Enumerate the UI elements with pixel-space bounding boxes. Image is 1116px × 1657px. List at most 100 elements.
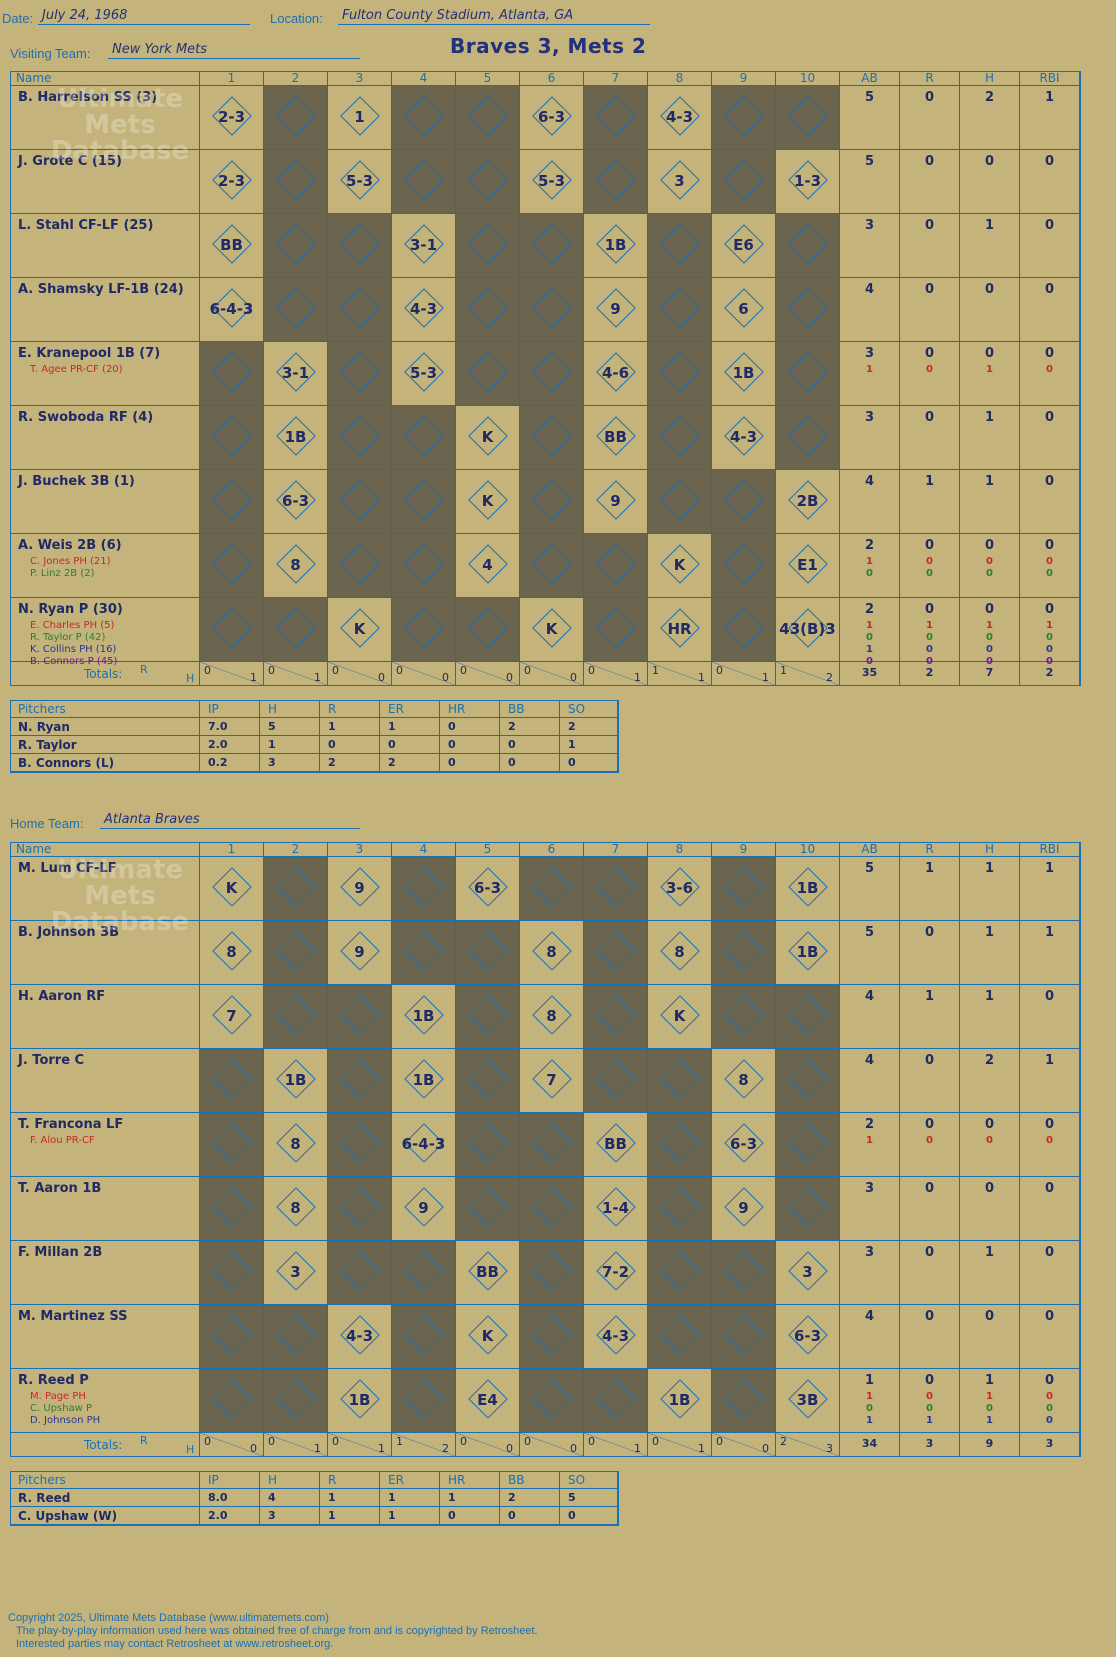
- pitcher-stat: 0: [560, 1507, 618, 1525]
- r-value: 1: [924, 861, 935, 876]
- at-bat-cell: [456, 1049, 520, 1113]
- base-diamond: [340, 224, 380, 264]
- base-diamond: [468, 96, 508, 136]
- player-cell: F. Millan 2B: [10, 1241, 200, 1305]
- base-diamond: [724, 931, 764, 971]
- rbi-value: 0: [1046, 1415, 1053, 1426]
- play-mark: 9: [418, 1199, 429, 1217]
- substitute-name: R. Taylor P (42): [30, 632, 106, 643]
- ab-header: AB: [840, 71, 900, 86]
- inning-header: 3: [328, 842, 392, 857]
- play-mark: 1B: [284, 1071, 307, 1089]
- at-bat-cell: 1B: [392, 1049, 456, 1113]
- pitcher-stat: 2: [500, 1489, 560, 1507]
- base-diamond: [276, 995, 316, 1035]
- at-bat-cell: [712, 1241, 776, 1305]
- play-mark: 1B: [284, 428, 307, 446]
- at-bat-cell: [456, 342, 520, 406]
- at-bat-cell: [776, 278, 840, 342]
- play-mark: K: [353, 620, 366, 638]
- inning-runs: 2: [780, 1435, 787, 1448]
- game-total: 3: [1020, 1433, 1080, 1457]
- h-value: 1: [984, 861, 995, 876]
- player-cell: R. Swoboda RF (4): [10, 406, 200, 470]
- r-value: 0: [926, 1403, 933, 1414]
- name-header: Name: [10, 71, 200, 86]
- base-diamond: [596, 1379, 636, 1419]
- at-bat-cell: K: [648, 534, 712, 598]
- h-value: 1: [984, 925, 995, 940]
- game-title: Braves 3, Mets 2: [450, 34, 647, 58]
- base-diamond: [532, 544, 572, 584]
- at-bat-cell: 6-4-3: [392, 1113, 456, 1177]
- play-mark: 8: [290, 1199, 301, 1217]
- base-diamond: [660, 1059, 700, 1099]
- base-diamond: [404, 1379, 444, 1419]
- ab-header: AB: [840, 842, 900, 857]
- r-cell: 0: [900, 1305, 960, 1369]
- inning-runs: 0: [268, 1435, 275, 1448]
- inning-runs: 0: [332, 664, 339, 677]
- base-diamond: [596, 608, 636, 648]
- at-bat-cell: 1B: [392, 985, 456, 1049]
- play-mark: 6-4-3: [209, 300, 254, 318]
- player-cell: J. Grote C (15): [10, 150, 200, 214]
- inning-header: 1: [200, 842, 264, 857]
- pitcher-stat: 2.0: [200, 1507, 260, 1525]
- player-name: B. Harrelson SS (3): [18, 90, 158, 105]
- at-bat-cell: [584, 534, 648, 598]
- ab-cell: 5: [840, 150, 900, 214]
- pitcher-stat: 0: [500, 754, 560, 772]
- at-bat-cell: [584, 86, 648, 150]
- play-mark: 1B: [732, 364, 755, 382]
- base-diamond: [340, 544, 380, 584]
- ab-value: 1: [866, 1391, 873, 1402]
- pitcher-stat-header: R: [320, 700, 380, 718]
- inning-hits: 1: [762, 671, 769, 684]
- game-total-value: 2: [925, 666, 934, 679]
- totals-label: Totals:: [84, 1438, 123, 1452]
- at-bat-cell: [584, 1369, 648, 1433]
- at-bat-cell: [648, 1049, 712, 1113]
- r-cell: 1: [900, 985, 960, 1049]
- inning-header: 7: [584, 842, 648, 857]
- base-diamond: [788, 995, 828, 1035]
- h-cell: 2: [960, 1049, 1020, 1113]
- player-name: J. Torre C: [18, 1053, 85, 1068]
- base-diamond: [468, 1123, 508, 1163]
- r-cell: 0: [900, 1177, 960, 1241]
- r-value: 0: [926, 1391, 933, 1402]
- r-value: 0: [924, 602, 935, 617]
- inning-header: 6: [520, 842, 584, 857]
- base-diamond: [596, 544, 636, 584]
- play-mark: 9: [354, 943, 365, 961]
- at-bat-cell: [200, 406, 264, 470]
- at-bat-cell: E4: [456, 1369, 520, 1433]
- at-bat-cell: [648, 470, 712, 534]
- at-bat-cell: [264, 86, 328, 150]
- play-mark: E4: [477, 1391, 498, 1409]
- inning-header: 5: [456, 842, 520, 857]
- at-bat-cell: BB: [200, 214, 264, 278]
- at-bat-cell: [328, 406, 392, 470]
- play-mark: K: [481, 492, 494, 510]
- pitchers-header: Pitchers: [10, 700, 200, 718]
- r-value: 0: [926, 1135, 933, 1146]
- inning-hits: 1: [634, 1442, 641, 1455]
- base-diamond: [276, 160, 316, 200]
- at-bat-cell: [584, 857, 648, 921]
- base-diamond: [724, 96, 764, 136]
- base-diamond: [212, 1059, 252, 1099]
- at-bat-cell: BB: [456, 1241, 520, 1305]
- play-mark: 9: [610, 300, 621, 318]
- base-diamond: [788, 416, 828, 456]
- h-value: 0: [986, 1403, 993, 1414]
- at-bat-cell: [264, 985, 328, 1049]
- inning-hits: 2: [826, 671, 833, 684]
- ab-value: 3: [864, 218, 875, 233]
